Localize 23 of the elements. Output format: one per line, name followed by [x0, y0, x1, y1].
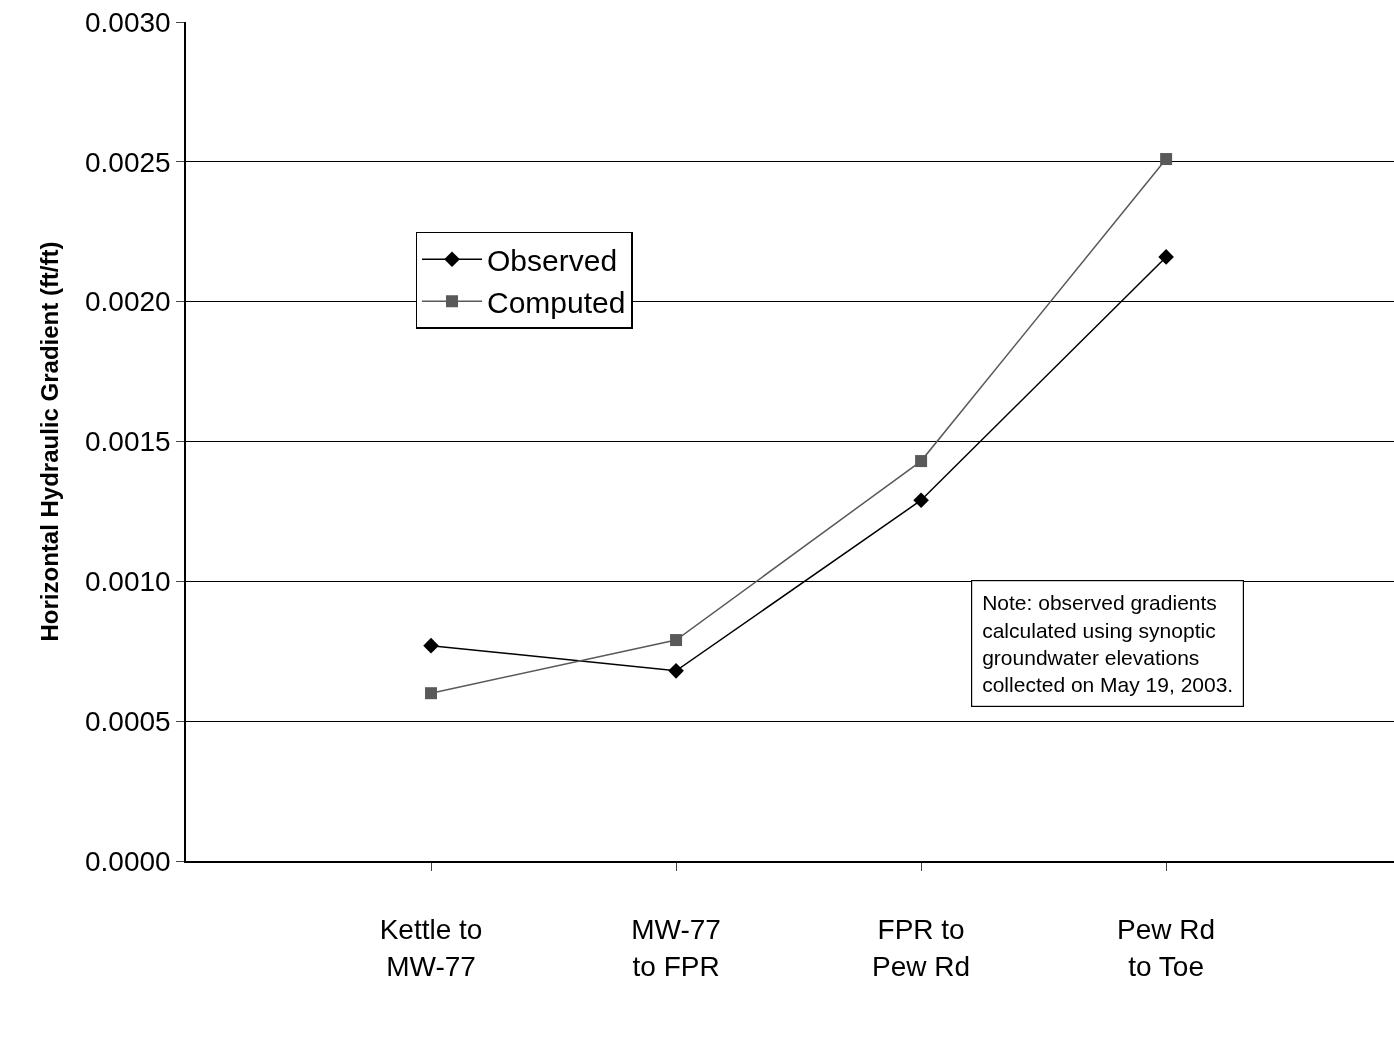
y-tick-label: 0.0000	[85, 845, 171, 877]
legend-label: Observed	[487, 243, 618, 277]
point	[668, 663, 684, 679]
y-axis-title: Horizontal Hydraulic Gradient (ft/ft)	[35, 241, 63, 642]
point	[913, 492, 929, 509]
point	[915, 455, 928, 468]
x-tick-label: FPR to Pew Rd	[872, 914, 971, 982]
annotation: Note: observed gradients calculated using synoptic groundwater elevations collected on May 19, 2003.	[982, 591, 1234, 697]
point	[425, 687, 438, 700]
y-tick-label: 0.0020	[85, 286, 171, 318]
x-tick-label: Kettle to MW-77	[379, 914, 483, 982]
point	[1160, 153, 1173, 166]
legend-label: Computed	[487, 285, 626, 319]
y-tick-label: 0.0030	[85, 6, 171, 38]
y-tick-label: 0.0025	[85, 146, 171, 178]
x-tick-label: Pew Rd to Toe	[1117, 914, 1216, 982]
y-tick-label: 0.0005	[85, 705, 171, 737]
point	[423, 637, 439, 654]
point	[670, 634, 683, 647]
y-tick-label: 0.0015	[85, 426, 171, 458]
point	[1158, 249, 1174, 265]
y-tick-label: 0.0010	[85, 566, 171, 598]
x-tick-label: MW-77 to FPR	[631, 914, 721, 982]
